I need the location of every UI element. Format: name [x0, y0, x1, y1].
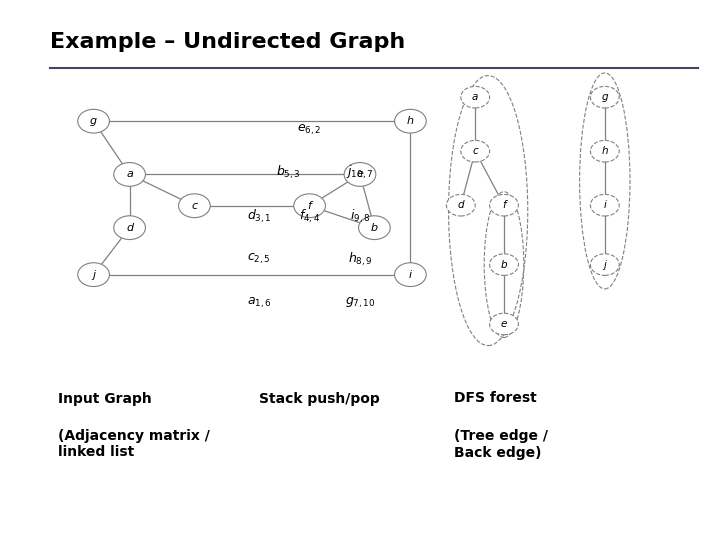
Text: a: a [472, 92, 478, 102]
Text: d: d [126, 222, 133, 233]
Circle shape [359, 216, 390, 240]
Text: (Adjacency matrix /
linked list: (Adjacency matrix / linked list [58, 429, 210, 460]
Circle shape [395, 263, 426, 287]
Text: $a_{1,6}$: $a_{1,6}$ [247, 295, 271, 309]
Circle shape [590, 140, 619, 162]
Circle shape [446, 194, 475, 216]
Text: j: j [603, 260, 606, 269]
Text: DFS forest: DFS forest [454, 392, 536, 406]
Text: b: b [500, 260, 508, 269]
Text: Input Graph: Input Graph [58, 392, 151, 406]
Circle shape [490, 313, 518, 335]
Text: $j_{10,7}$: $j_{10,7}$ [346, 164, 374, 181]
Circle shape [179, 194, 210, 218]
Circle shape [78, 109, 109, 133]
Circle shape [590, 194, 619, 216]
Circle shape [114, 216, 145, 240]
Text: $f_{4,4}$: $f_{4,4}$ [299, 207, 320, 225]
Circle shape [461, 86, 490, 108]
Circle shape [294, 194, 325, 218]
Text: Stack push/pop: Stack push/pop [259, 392, 380, 406]
Circle shape [344, 163, 376, 186]
Text: i: i [603, 200, 606, 210]
Circle shape [78, 263, 109, 287]
Text: g: g [90, 116, 97, 126]
Text: e: e [356, 170, 364, 179]
Text: h: h [407, 116, 414, 126]
Text: $g_{7,10}$: $g_{7,10}$ [345, 295, 375, 309]
Text: Example – Undirected Graph: Example – Undirected Graph [50, 32, 405, 52]
Text: $c_{2,5}$: $c_{2,5}$ [248, 252, 271, 266]
Text: $b_{5,3}$: $b_{5,3}$ [276, 164, 300, 181]
Text: h: h [601, 146, 608, 156]
Circle shape [590, 86, 619, 108]
Circle shape [461, 140, 490, 162]
Text: $i_{9,8}$: $i_{9,8}$ [350, 207, 370, 225]
Text: $e_{6,2}$: $e_{6,2}$ [297, 123, 322, 137]
Text: c: c [192, 201, 197, 211]
Text: j: j [92, 269, 95, 280]
Circle shape [590, 254, 619, 275]
Circle shape [114, 163, 145, 186]
Text: d: d [457, 200, 464, 210]
Text: $d_{3,1}$: $d_{3,1}$ [247, 207, 271, 225]
Text: $h_{8,9}$: $h_{8,9}$ [348, 251, 372, 268]
Text: f: f [502, 200, 506, 210]
Text: g: g [601, 92, 608, 102]
Text: f: f [307, 201, 312, 211]
Circle shape [395, 109, 426, 133]
Text: b: b [371, 222, 378, 233]
Text: (Tree edge /
Back edge): (Tree edge / Back edge) [454, 429, 548, 460]
Text: i: i [409, 269, 412, 280]
Text: e: e [501, 319, 507, 329]
Text: a: a [126, 170, 133, 179]
Text: c: c [472, 146, 478, 156]
Circle shape [490, 194, 518, 216]
Circle shape [490, 254, 518, 275]
